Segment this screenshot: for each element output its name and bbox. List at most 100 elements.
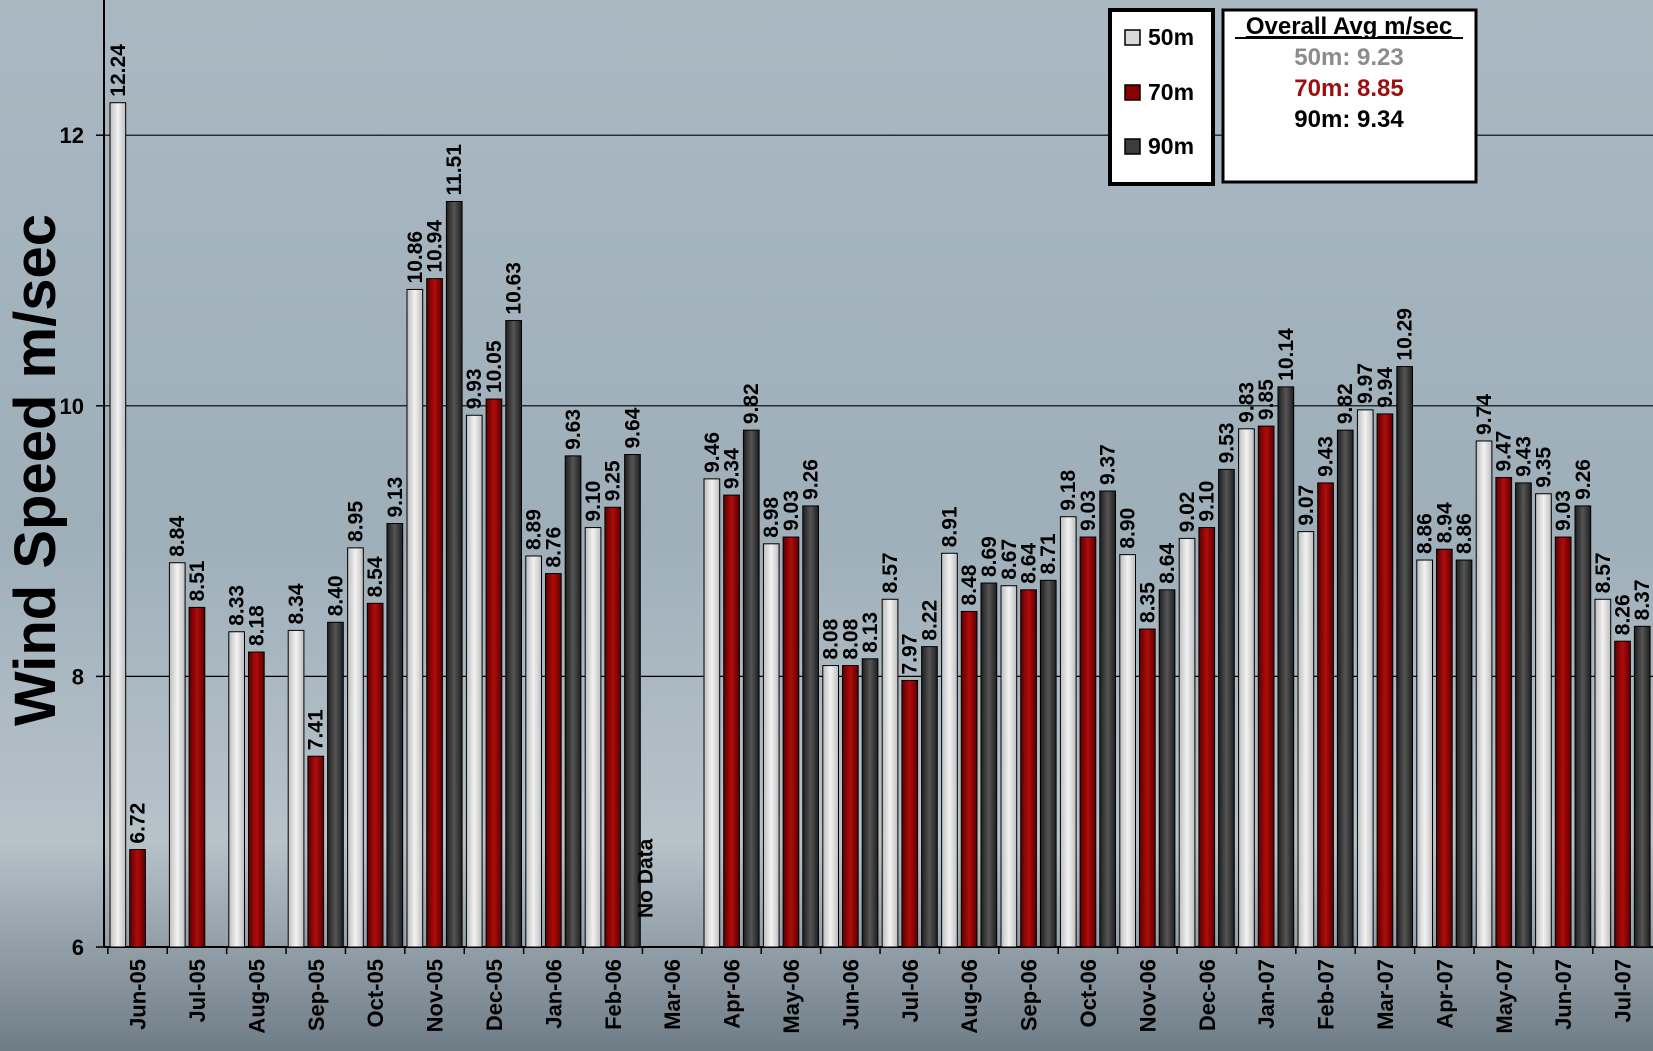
value-label-50m: 8.57 [879,552,902,593]
plot-area: 68101212.246.72Jun-058.848.51Jul-058.338… [60,0,1653,1034]
bar-70m [1317,482,1334,948]
x-category-label: Jul-06 [898,959,923,1023]
bar-50m [1535,493,1552,948]
value-label-70m: 8.18 [245,605,268,646]
bar-70m [1614,640,1631,948]
bar-50m [1416,559,1434,948]
bar-90m [921,646,938,948]
value-label-70m: 9.34 [721,448,744,489]
overall-average-90m: 90m: 9.34 [1294,106,1404,133]
value-label-70m: 7.41 [305,709,328,750]
bar-90m [1158,589,1176,948]
bar-90m [1277,386,1295,948]
value-label-90m: 9.82 [740,383,763,424]
bar-70m [723,494,740,948]
bar-90m [1515,482,1532,948]
bar-50m [1475,440,1493,948]
value-label-70m: 8.08 [839,618,862,659]
value-label-50m: 8.95 [344,501,367,542]
bar-90m [1099,490,1117,948]
bar-70m [1376,413,1394,948]
legend-swatch-90m [1124,138,1141,155]
bar-70m [1436,548,1453,948]
bar-50m [881,598,899,948]
bar-90m [564,455,582,948]
value-label-70m: 9.25 [602,460,625,501]
bar-90m [1396,366,1414,948]
value-label-70m: 9.94 [1374,367,1397,408]
value-label-50m: 8.91 [938,506,961,547]
y-tick-label: 10 [60,394,84,419]
x-category-label: Aug-06 [957,959,982,1034]
value-label-70m: 9.47 [1493,431,1516,472]
bar-50m [228,631,246,948]
x-category-label: Apr-07 [1432,959,1457,1029]
x-category-label: Oct-05 [363,959,388,1027]
value-label-50m: 12.24 [107,44,130,97]
x-category-label: May-06 [779,959,804,1034]
value-label-90m: 8.13 [859,612,882,653]
legend-item-70m: 70m [1124,79,1194,105]
x-category-label: Jul-05 [185,959,210,1023]
value-label-70m: 9.85 [1255,379,1278,420]
bar-50m [1297,531,1315,948]
bar-50m [406,288,424,948]
value-label-90m: 10.63 [503,262,526,315]
value-label-50m: 8.33 [226,585,249,626]
overall-average-50m: 50m: 9.23 [1294,44,1403,71]
value-label-70m: 9.03 [780,490,803,531]
y-tick-label: 12 [60,123,84,148]
x-category-label: Jun-07 [1551,959,1576,1030]
value-label-70m: 7.97 [899,634,922,675]
x-category-label: Jun-06 [838,959,863,1030]
value-label-70m: 8.94 [1433,502,1456,543]
bar-70m [1198,527,1216,948]
value-label-70m: 8.76 [542,527,565,568]
value-label-90m: 10.14 [1275,328,1298,381]
bar-90m [445,200,463,948]
bar-70m [485,398,503,948]
value-label-50m: 9.93 [463,368,486,409]
value-label-70m: 8.48 [958,564,981,605]
value-label-70m: 10.94 [424,220,447,273]
bar-70m [782,536,800,948]
x-category-label: Feb-06 [601,959,626,1030]
x-category-label: Oct-06 [1076,959,1101,1027]
value-label-50m: 8.08 [820,618,843,659]
value-label-50m: 9.18 [1057,470,1080,511]
bar-50m [168,562,186,948]
value-label-50m: 8.98 [760,497,783,538]
bar-70m [1139,628,1156,948]
legend-label-70m: 70m [1148,79,1194,105]
x-category-label: Sep-05 [304,959,329,1031]
value-label-90m: 8.86 [1453,513,1476,554]
x-category-label: Jul-07 [1611,959,1636,1023]
bar-70m [248,651,265,948]
x-category-label: Apr-06 [720,959,745,1029]
value-label-50m: 9.74 [1473,394,1496,435]
x-category-label: Dec-06 [1195,959,1220,1031]
value-label-90m: 8.64 [1156,543,1179,584]
x-category-label: Sep-06 [1017,959,1042,1031]
bar-70m [1495,477,1513,948]
x-category-label: May-07 [1492,959,1517,1034]
bar-90m [980,582,998,948]
x-category-label: Nov-06 [1135,959,1160,1032]
bar-50m [1238,428,1255,948]
value-label-70m: 9.03 [1552,490,1575,531]
bar-70m [545,573,562,948]
bar-50m [347,547,364,948]
bar-90m [802,505,819,948]
no-data-annotation: No Data [635,838,658,918]
legend-swatch-50m [1124,29,1141,46]
bar-50m [109,102,127,948]
x-category-label: Mar-07 [1373,959,1398,1030]
bar-50m [822,665,839,948]
bar-50m [762,543,780,948]
bar-50m [1594,598,1612,948]
bar-70m [1554,536,1572,948]
value-label-50m: 8.89 [523,509,546,550]
value-label-50m: 9.97 [1354,363,1377,404]
value-label-50m: 9.07 [1295,485,1318,526]
value-label-70m: 9.10 [1196,481,1219,522]
